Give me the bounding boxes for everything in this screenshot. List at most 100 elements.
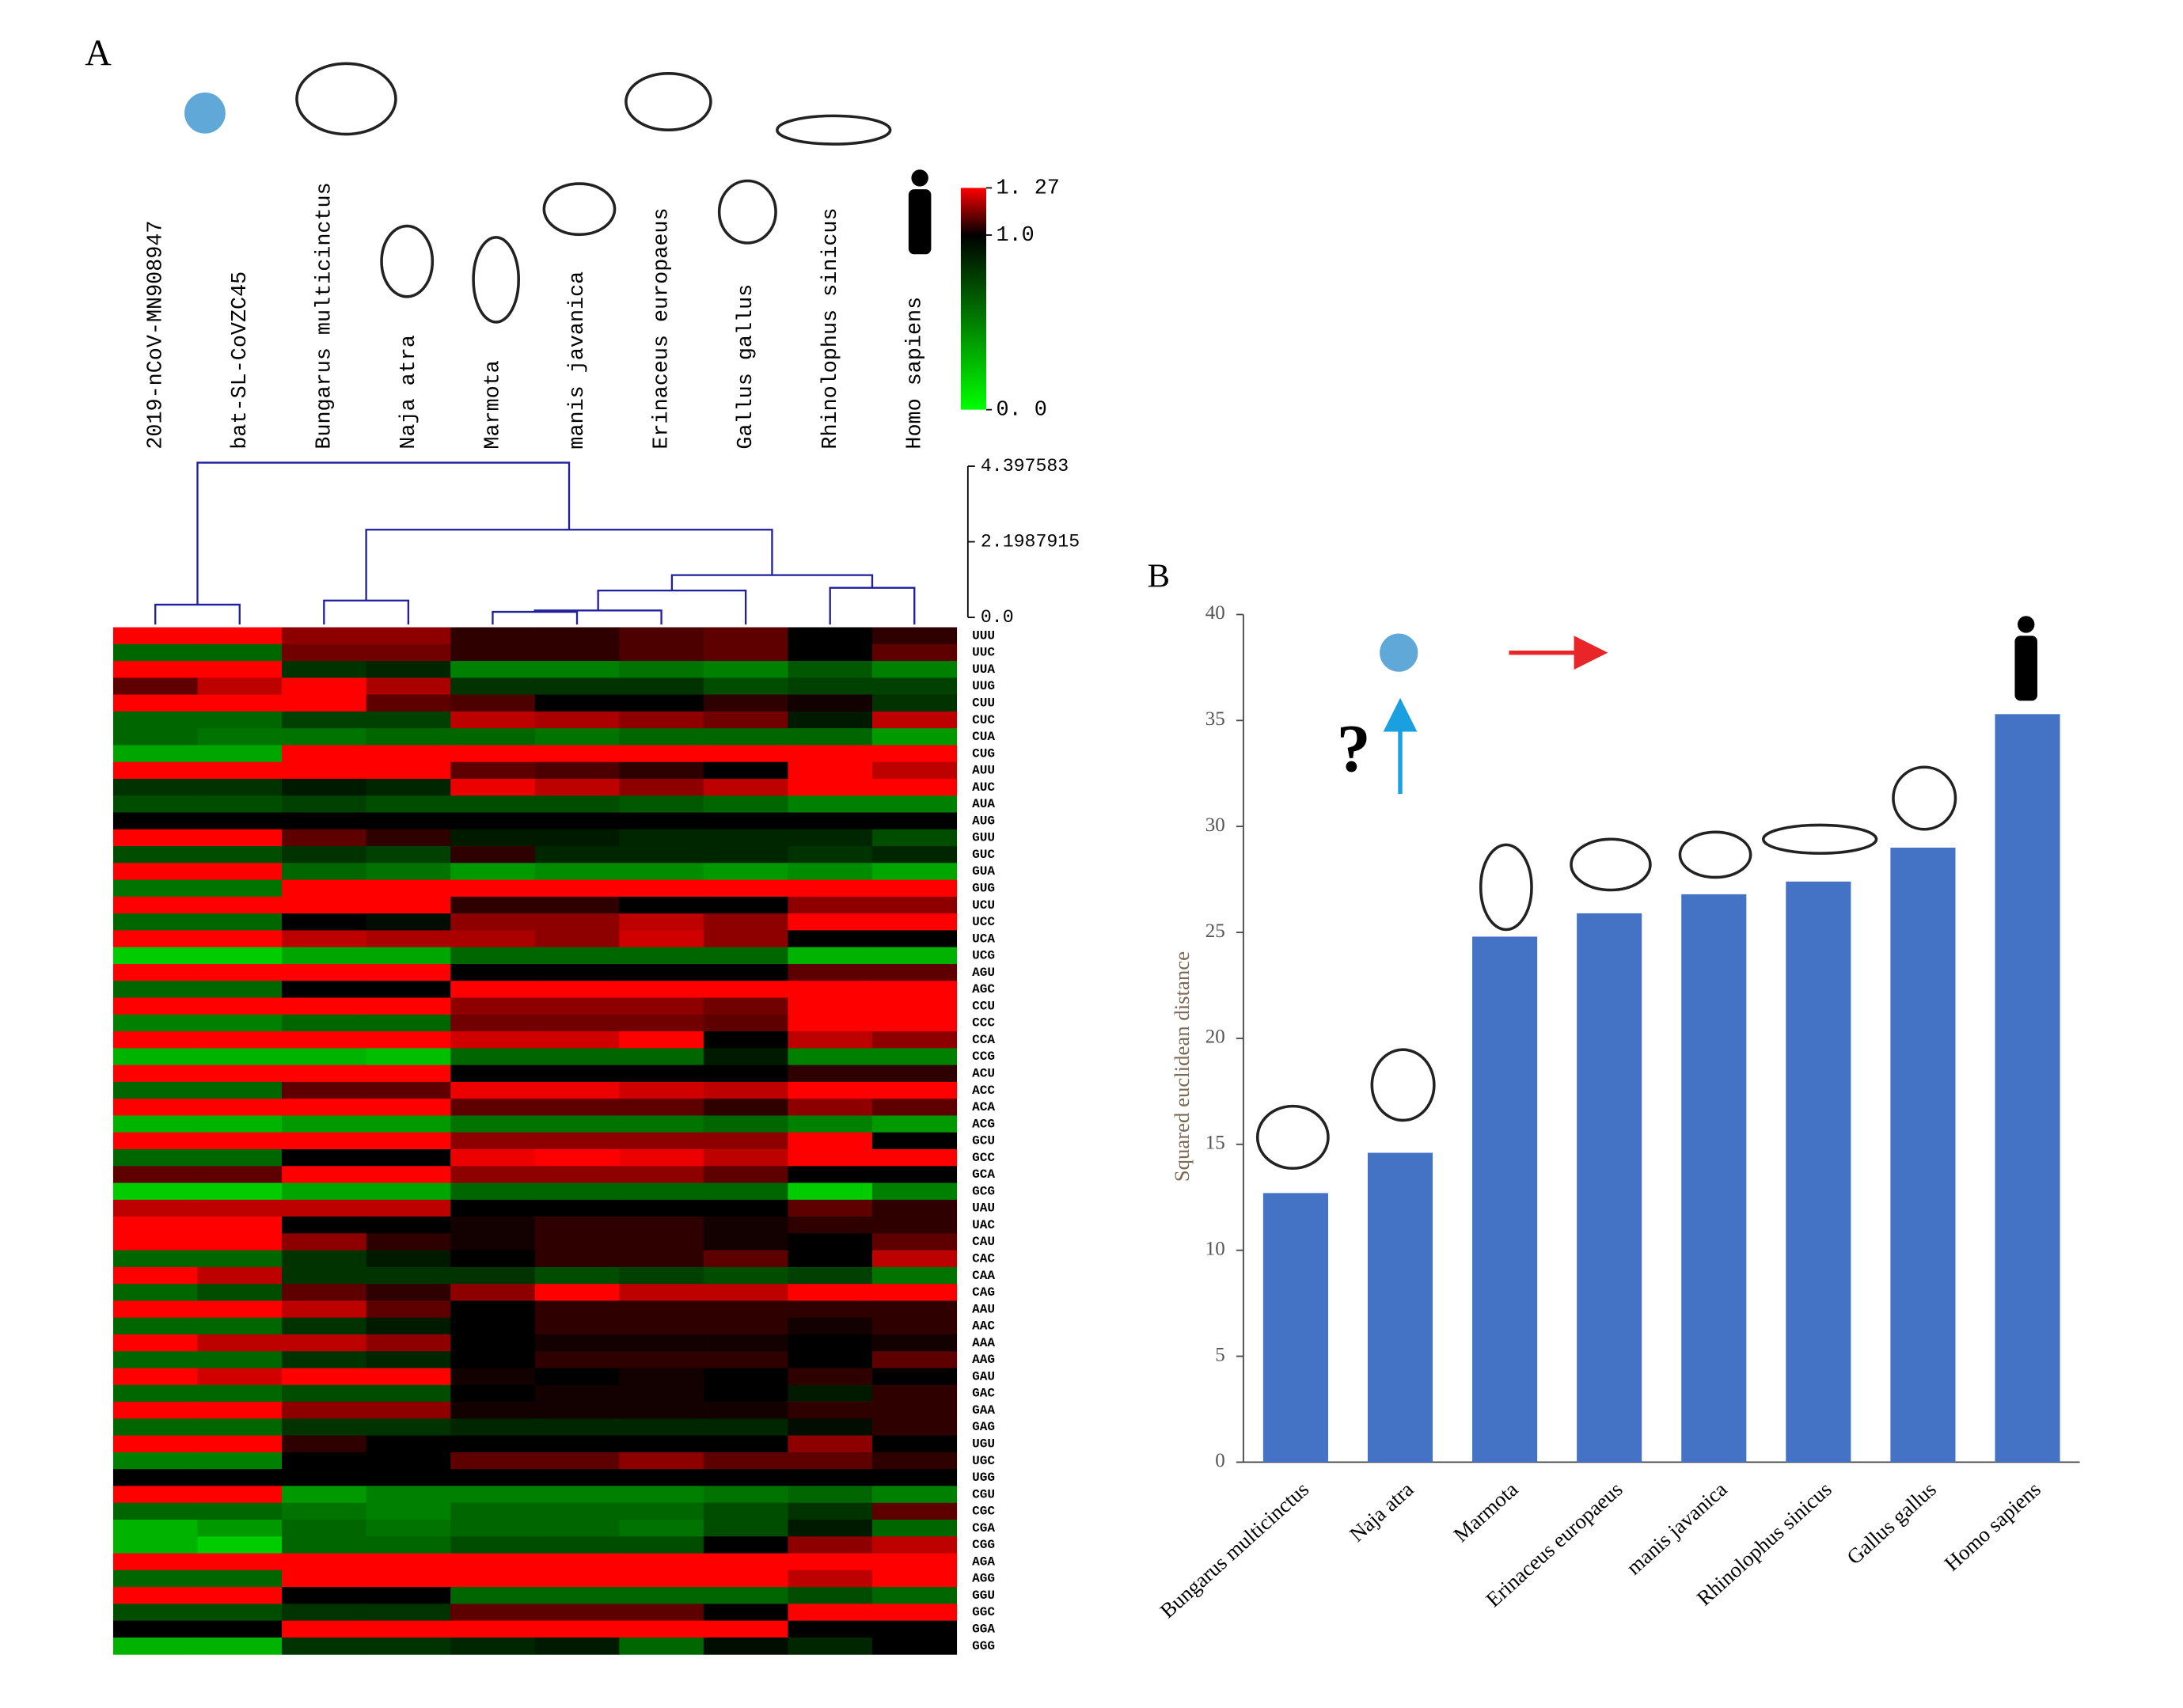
heat-cell	[112, 1486, 199, 1504]
heat-cell	[112, 627, 199, 645]
heat-cell	[450, 1148, 536, 1167]
row-label: AGG	[972, 1572, 995, 1586]
heat-cell	[788, 745, 873, 763]
row-label: CCU	[972, 999, 995, 1013]
row-label: AUU	[972, 764, 995, 778]
heat-cell	[703, 812, 788, 830]
heat-cell	[197, 997, 283, 1015]
heat-cell	[534, 1048, 620, 1066]
heat-cell	[534, 1502, 620, 1520]
panel-label: A	[85, 33, 112, 74]
heat-cell	[871, 913, 958, 931]
heat-cell	[197, 1637, 283, 1655]
heat-cell	[282, 627, 367, 645]
heat-cell	[703, 1553, 788, 1571]
x-tick-label: Homo sapiens	[1940, 1477, 2045, 1575]
heat-cell	[871, 661, 958, 678]
heat-cell	[788, 678, 873, 696]
heat-cell	[703, 728, 788, 746]
heat-cell	[197, 745, 283, 763]
heat-cell	[534, 963, 620, 981]
heat-cell	[450, 711, 536, 729]
heat-cell	[197, 1351, 283, 1369]
heat-cell	[366, 829, 451, 847]
heat-cell	[871, 1182, 958, 1201]
row-label: GAU	[972, 1369, 995, 1383]
bar	[1786, 881, 1851, 1463]
heat-cell	[450, 997, 536, 1015]
heat-cell	[788, 761, 873, 780]
heat-cell	[282, 694, 367, 712]
heat-cell	[282, 1334, 367, 1352]
heat-cell	[112, 1569, 199, 1588]
heat-cell	[619, 1435, 704, 1453]
heat-cell	[282, 1486, 367, 1504]
heat-cell	[788, 795, 873, 814]
annotation: ?	[1337, 712, 1371, 787]
heat-cell	[366, 1486, 451, 1504]
y-axis-label: Squared euclidean distance	[1170, 951, 1194, 1182]
heat-cell	[282, 1368, 367, 1386]
heat-cell	[197, 1402, 283, 1419]
heat-cell	[703, 1486, 788, 1504]
heat-cell	[788, 879, 873, 898]
heat-cell	[703, 1300, 788, 1319]
heat-cell	[788, 1132, 873, 1150]
heat-cell	[703, 1384, 788, 1402]
heat-cell	[871, 1351, 958, 1369]
heat-cell	[788, 1486, 873, 1504]
heat-cell	[112, 1435, 199, 1453]
heat-cell	[197, 1300, 283, 1319]
heat-cell	[282, 1384, 367, 1402]
heat-cell	[197, 879, 283, 898]
heat-cell	[788, 829, 873, 847]
heat-cell	[282, 1519, 367, 1537]
heat-cell	[619, 1519, 704, 1537]
heat-cell	[282, 1014, 367, 1032]
heat-cell	[197, 1132, 283, 1150]
heat-cell	[450, 1351, 536, 1369]
row-label: CCC	[972, 1016, 995, 1030]
heat-cell	[788, 1620, 873, 1638]
heat-cell	[282, 963, 367, 981]
heat-cell	[112, 1166, 199, 1184]
heat-cell	[112, 1115, 199, 1133]
bar	[1262, 1193, 1328, 1463]
heat-cell	[703, 1250, 788, 1268]
heat-cell	[703, 896, 788, 914]
heat-cell	[450, 1536, 536, 1554]
heat-cell	[534, 1620, 620, 1638]
heat-cell	[534, 1300, 620, 1319]
heat-cell	[703, 829, 788, 847]
heat-cell	[197, 1418, 283, 1437]
row-label: UUG	[972, 679, 995, 693]
heat-cell	[788, 1014, 873, 1032]
heat-cell	[619, 1284, 704, 1301]
column-label: Naja atra	[397, 335, 421, 450]
heat-cell	[534, 1334, 620, 1352]
heat-cell	[450, 1637, 536, 1655]
heat-cell	[450, 1604, 536, 1622]
heat-cell	[112, 1182, 199, 1201]
heat-cell	[366, 1014, 451, 1032]
heat-cell	[366, 1115, 451, 1133]
heat-cell	[788, 1569, 873, 1588]
heat-cell	[534, 1065, 620, 1083]
heat-cell	[619, 1182, 704, 1201]
heat-cell	[788, 1587, 873, 1604]
heat-cell	[112, 1317, 199, 1335]
heat-cell	[197, 1148, 283, 1167]
heat-cell	[788, 1031, 873, 1049]
heat-cell	[703, 1587, 788, 1604]
row-label: GAC	[972, 1387, 995, 1401]
heat-cell	[534, 1166, 620, 1184]
heat-cell	[788, 1519, 873, 1537]
heat-cell	[366, 1266, 451, 1285]
heat-cell	[703, 1536, 788, 1554]
heat-cell	[788, 846, 873, 863]
heat-cell	[534, 1384, 620, 1402]
heat-cell	[703, 678, 788, 696]
heat-cell	[366, 1048, 451, 1066]
column-label: Marmota	[482, 360, 506, 449]
heat-cell	[197, 1317, 283, 1335]
